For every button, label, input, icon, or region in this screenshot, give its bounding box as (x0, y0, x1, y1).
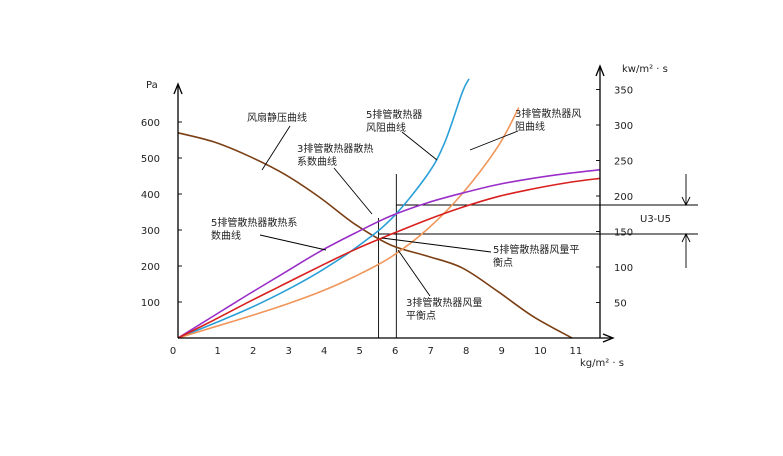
series-line-1 (177, 132, 573, 339)
annotation-label: 5排管散热器散热系数曲线 (211, 216, 297, 242)
x-tick-label: 10 (534, 346, 547, 357)
x-tick-label: 7 (428, 346, 434, 357)
annotation-leader (469, 130, 519, 151)
annotation-leader (397, 249, 431, 297)
annotation-label: 3排管散热器风阻曲线 (515, 107, 581, 133)
y-right-tick-label: 250 (614, 157, 633, 168)
annotation-label: 风扇静压曲线 (247, 111, 307, 124)
x-tick-label: 3 (286, 346, 292, 357)
y-axis-right-arrow (595, 64, 605, 77)
axes (173, 64, 615, 343)
x-tick-label: 5 (357, 346, 363, 357)
dim-arrow-bottom (681, 232, 691, 243)
dim-arrow-top (681, 196, 691, 207)
y-right-tick-label: 350 (614, 86, 633, 97)
series-line-2 (177, 78, 470, 339)
reference-lines (378, 174, 698, 338)
x-tick-label: 8 (463, 346, 469, 357)
annotations: U3-U5 风扇静压曲线 5排管散热器风阻曲线 3排管散热器风阻曲线 3排管散热器散热系… (211, 107, 671, 322)
x-tick-label: 9 (499, 346, 505, 357)
annotation-label: 3排管散热器散热系数曲线 (297, 142, 373, 168)
x-axis-arrow (602, 333, 615, 343)
y-right-tick-label: 300 (614, 121, 633, 132)
y-right-tick-label: 150 (614, 228, 633, 239)
y-left-tick-label: 600 (141, 118, 160, 129)
annotation-label: 5排管散热器风阻曲线 (366, 108, 422, 134)
series-line-3 (177, 107, 520, 339)
side-label-u3-u5: U3-U5 (640, 214, 671, 225)
y-left-tick-label: 300 (141, 226, 160, 237)
annotation-label: 3排管散热器风量平衡点 (406, 296, 482, 322)
x-tick-label: 0 (170, 346, 176, 357)
annotation-leader (401, 131, 438, 161)
x-tick-label: 6 (392, 346, 398, 357)
series-layer (177, 78, 601, 339)
y-left-tick-label: 100 (141, 298, 160, 309)
series-line-4 (177, 168, 601, 339)
tick-labels: 0 1 2 3 4 5 6 7 8 9 10 11 100 200 300 400 500 600 50 100 150… (141, 64, 668, 369)
y-right-unit-label: kw/m² · s (622, 64, 668, 75)
annotation-label: 5排管散热器风量平衡点 (493, 243, 579, 269)
x-unit-label: kg/m² · s (580, 358, 624, 369)
y-left-unit-label: Pa (146, 80, 158, 91)
annotation-leader (259, 234, 327, 251)
annotation-leader (381, 237, 492, 253)
y-left-tick-label: 500 (141, 154, 160, 165)
y-right-tick-label: 100 (614, 263, 633, 274)
series-line-5 (177, 177, 601, 339)
y-right-tick-label: 50 (614, 299, 627, 310)
annotation-leader (261, 125, 291, 171)
x-tick-label: 4 (321, 346, 327, 357)
annotation-leader (333, 167, 373, 215)
y-axis-left-arrow (173, 82, 183, 95)
x-tick-label: 2 (250, 346, 256, 357)
x-tick-label: 1 (215, 346, 221, 357)
x-tick-label: 11 (570, 346, 583, 357)
y-right-tick-label: 200 (614, 192, 633, 203)
y-left-tick-label: 200 (141, 262, 160, 273)
y-left-tick-label: 400 (141, 190, 160, 201)
